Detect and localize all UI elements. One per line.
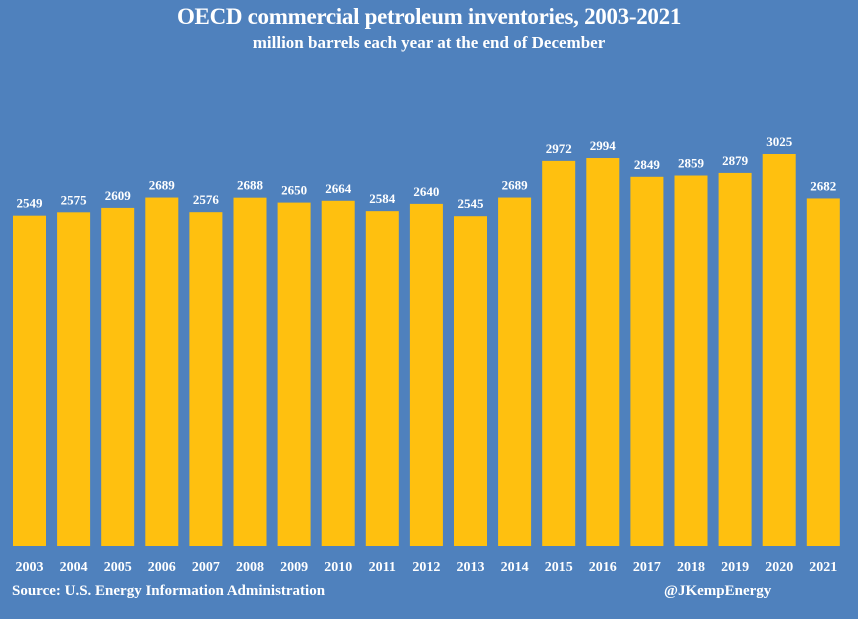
bar-2015	[542, 160, 576, 546]
x-tick-2014: 2014	[501, 560, 529, 575]
data-label-2009: 2650	[281, 183, 307, 198]
data-label-2004: 2575	[61, 192, 88, 207]
x-tick-2013: 2013	[457, 560, 485, 575]
x-tick-2004: 2004	[60, 560, 88, 575]
bar-2009	[277, 202, 311, 547]
bar-2006	[145, 197, 179, 547]
data-label-2021: 2682	[810, 178, 836, 193]
bar-2017	[630, 176, 664, 547]
data-label-2019: 2879	[722, 153, 749, 168]
x-tick-2006: 2006	[148, 560, 176, 575]
bar-2003	[13, 215, 46, 547]
data-label-2014: 2689	[502, 178, 529, 193]
data-label-2006: 2689	[149, 178, 176, 193]
x-tick-2020: 2020	[765, 560, 793, 575]
data-label-2010: 2664	[325, 181, 352, 196]
x-tick-2010: 2010	[324, 560, 352, 575]
chart-subtitle: million barrels each year at the end of …	[252, 33, 606, 52]
x-tick-2003: 2003	[16, 560, 44, 575]
data-label-2012: 2640	[413, 184, 439, 199]
bar-2005	[101, 207, 135, 547]
bar-2020	[762, 154, 796, 546]
x-tick-2018: 2018	[677, 560, 705, 575]
data-label-2003: 2549	[17, 196, 44, 211]
bar-2007	[189, 212, 223, 547]
x-tick-2009: 2009	[280, 560, 308, 575]
bar-2014	[498, 197, 532, 547]
x-tick-2005: 2005	[104, 560, 132, 575]
bar-2011	[365, 211, 399, 546]
bar-2016	[586, 158, 620, 546]
x-tick-2021: 2021	[809, 560, 837, 575]
x-tick-2019: 2019	[721, 560, 749, 575]
data-label-2020: 3025	[766, 134, 793, 149]
bar-2010	[321, 200, 355, 546]
bar-2019	[718, 172, 752, 546]
data-label-2013: 2545	[458, 196, 485, 211]
bar-2021	[806, 198, 840, 547]
bar-2013	[454, 216, 487, 546]
data-label-2008: 2688	[237, 178, 264, 193]
x-tick-2008: 2008	[236, 560, 264, 575]
data-label-2018: 2859	[678, 156, 705, 171]
x-tick-2012: 2012	[412, 560, 440, 575]
x-tick-2017: 2017	[633, 560, 661, 575]
data-label-2017: 2849	[634, 157, 661, 172]
bar-2012	[409, 203, 443, 546]
data-label-2015: 2972	[546, 141, 572, 156]
data-label-2007: 2576	[193, 192, 220, 207]
data-label-2005: 2609	[105, 188, 132, 203]
x-tick-2011: 2011	[369, 560, 396, 575]
bar-2018	[674, 175, 708, 546]
source-note: Source: U.S. Energy Information Administ…	[12, 583, 326, 599]
x-tick-2015: 2015	[545, 560, 573, 575]
x-tick-2016: 2016	[589, 560, 617, 575]
author-credit: @JKempEnergy	[664, 583, 772, 599]
bar-2008	[233, 197, 267, 546]
data-label-2016: 2994	[590, 138, 617, 153]
bar-2004	[57, 212, 91, 546]
chart-title: OECD commercial petroleum inventories, 2…	[176, 4, 682, 29]
data-label-2011: 2584	[369, 191, 396, 206]
x-tick-2007: 2007	[192, 560, 220, 575]
